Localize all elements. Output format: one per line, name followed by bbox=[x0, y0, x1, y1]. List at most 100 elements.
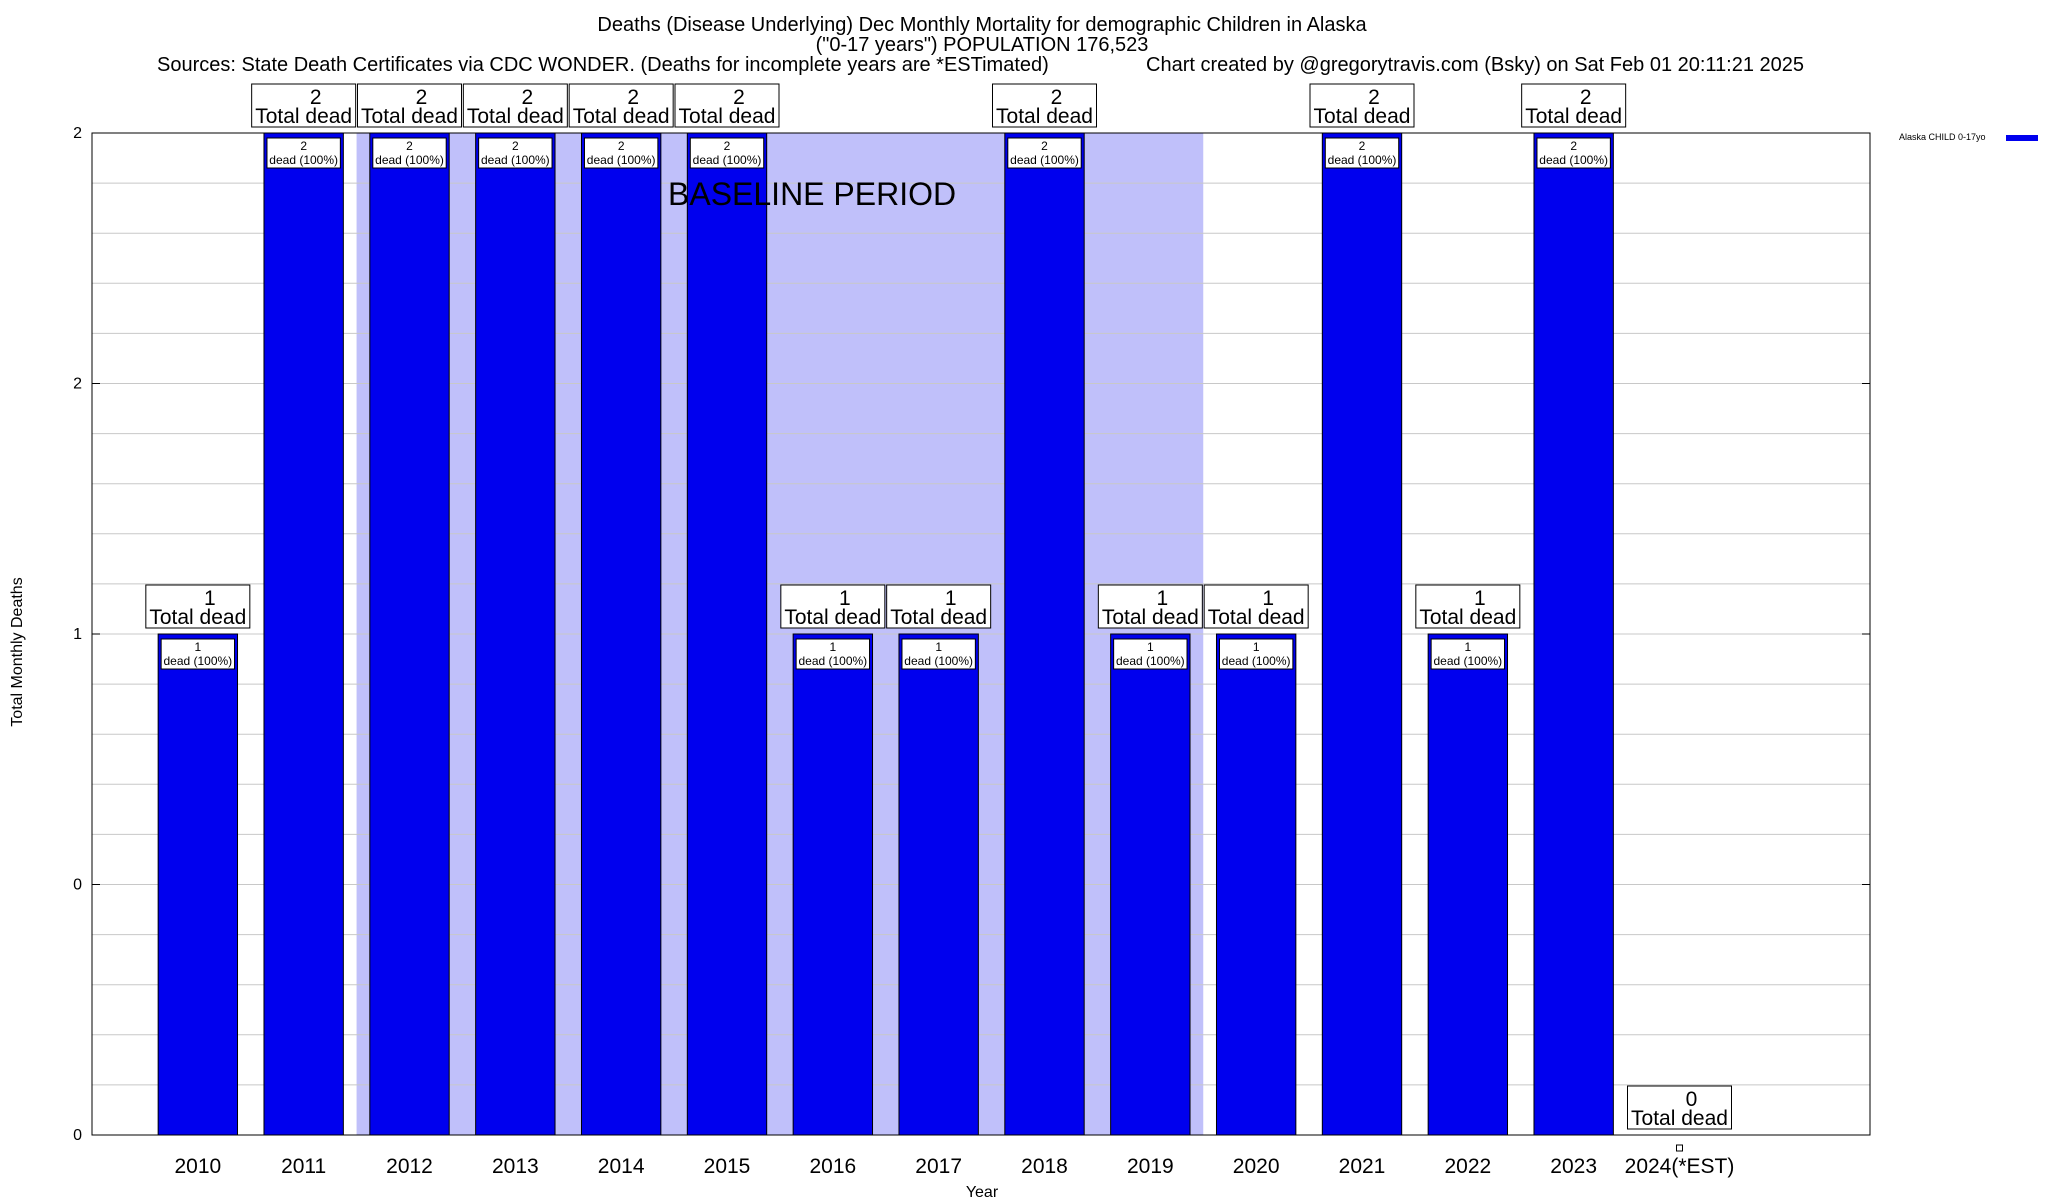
total-label-text: Total dead bbox=[679, 105, 776, 128]
bar-value-pct: dead (100%) bbox=[1116, 654, 1185, 668]
bar-value-count: 2 bbox=[1359, 139, 1366, 153]
bar-value-box bbox=[583, 137, 659, 169]
total-label-value: 2 bbox=[1580, 86, 1592, 109]
total-label-text: Total dead bbox=[784, 606, 881, 629]
bar-value-pct: dead (100%) bbox=[1539, 153, 1608, 167]
total-label-value: 2 bbox=[416, 86, 428, 109]
bar-value-pct: dead (100%) bbox=[904, 654, 973, 668]
total-label-box bbox=[568, 83, 674, 128]
x-tick-label: 2013 bbox=[492, 1155, 539, 1178]
bar-2020 bbox=[1215, 633, 1297, 1136]
bar-value-box bbox=[1430, 638, 1506, 670]
total-label-value: 2 bbox=[1368, 86, 1380, 109]
total-label-box bbox=[1627, 1085, 1732, 1130]
bar-value-count: 1 bbox=[194, 640, 201, 654]
bar-value-box bbox=[160, 638, 236, 670]
x-tick-label: 2015 bbox=[704, 1155, 751, 1178]
total-label-box bbox=[1203, 584, 1309, 629]
bar-value-box bbox=[266, 137, 341, 169]
bar-value-pct: dead (100%) bbox=[798, 654, 867, 668]
y-tick-label: 0 bbox=[73, 1127, 82, 1144]
bar-value-box bbox=[478, 137, 553, 169]
bar-value-box bbox=[901, 638, 976, 670]
total-label-value: 2 bbox=[733, 86, 745, 109]
total-label-box bbox=[674, 83, 780, 128]
legend-entry-label: Alaska CHILD 0-17yo bbox=[1899, 132, 1986, 142]
bar-2017 bbox=[898, 633, 979, 1136]
bar-value-pct: dead (100%) bbox=[587, 153, 656, 167]
total-label-box bbox=[1309, 83, 1415, 128]
total-label-text: Total dead bbox=[1314, 105, 1411, 128]
bar-value-box bbox=[1324, 137, 1400, 169]
y-axis-label: Total Monthly Deaths bbox=[9, 577, 26, 726]
bar-value-box bbox=[1113, 638, 1188, 670]
x-tick-label: 2024(*EST) bbox=[1625, 1155, 1735, 1178]
bar-2015 bbox=[686, 132, 768, 1136]
bar-2014 bbox=[580, 132, 662, 1136]
x-tick-label: 2018 bbox=[1021, 1155, 1068, 1178]
bar-value-pct: dead (100%) bbox=[1328, 153, 1397, 167]
bar-value-count: 2 bbox=[406, 139, 413, 153]
total-label-text: Total dead bbox=[255, 105, 352, 128]
total-label-box bbox=[1097, 584, 1203, 629]
bar-value-count: 2 bbox=[724, 139, 731, 153]
total-label-value: 2 bbox=[1051, 86, 1063, 109]
bar-value-box bbox=[372, 137, 447, 169]
total-label-box bbox=[886, 584, 992, 629]
bar-2011 bbox=[263, 132, 344, 1136]
y-tick-label: 2 bbox=[73, 125, 82, 142]
total-label-value: 1 bbox=[945, 587, 957, 610]
total-label-text: Total dead bbox=[149, 606, 246, 629]
x-tick-label: 2019 bbox=[1127, 1155, 1174, 1178]
bar-value-count: 2 bbox=[1570, 139, 1577, 153]
y-tick-label: 2 bbox=[73, 376, 82, 393]
total-label-text: Total dead bbox=[361, 105, 458, 128]
bar-value-count: 1 bbox=[829, 640, 836, 654]
baseline-period-label: BASELINE PERIOD bbox=[668, 176, 956, 212]
bar-2019 bbox=[1110, 633, 1191, 1136]
x-tick-label: 2020 bbox=[1233, 1155, 1280, 1178]
chart-sources: Sources: State Death Certificates via CD… bbox=[157, 54, 1049, 76]
total-label-box bbox=[992, 83, 1097, 128]
total-label-text: Total dead bbox=[1419, 606, 1516, 629]
total-label-value: 2 bbox=[310, 86, 322, 109]
chart-title-line-2: ("0-17 years") POPULATION 176,523 bbox=[816, 34, 1149, 56]
total-label-value: 1 bbox=[204, 587, 216, 610]
total-label-box bbox=[780, 584, 886, 629]
x-tick-label: 2023 bbox=[1550, 1155, 1597, 1178]
bar-2010 bbox=[157, 633, 239, 1136]
total-label-value: 1 bbox=[1156, 587, 1168, 610]
total-label-box bbox=[462, 83, 568, 128]
bar-2023 bbox=[1533, 132, 1614, 1136]
bar-value-pct: dead (100%) bbox=[375, 153, 444, 167]
bar-value-pct: dead (100%) bbox=[1222, 654, 1291, 668]
bar-2018 bbox=[1004, 132, 1085, 1136]
y-tick-label: 0 bbox=[73, 877, 82, 894]
bar-2021 bbox=[1321, 132, 1403, 1136]
bar-value-box bbox=[689, 137, 765, 169]
zero-marker bbox=[1676, 1144, 1683, 1152]
bar-value-count: 2 bbox=[1041, 139, 1048, 153]
total-label-box bbox=[1415, 584, 1521, 629]
total-label-value: 1 bbox=[1474, 587, 1486, 610]
total-label-text: Total dead bbox=[573, 105, 670, 128]
x-tick-label: 2011 bbox=[281, 1155, 326, 1178]
bar-value-pct: dead (100%) bbox=[481, 153, 550, 167]
bar-value-box bbox=[795, 638, 871, 670]
total-label-text: Total dead bbox=[1102, 606, 1199, 629]
total-label-box bbox=[1521, 83, 1627, 128]
total-label-value: 1 bbox=[839, 587, 851, 610]
total-label-value: 2 bbox=[627, 86, 639, 109]
total-label-text: Total dead bbox=[1208, 606, 1305, 629]
x-tick-label: 2021 bbox=[1339, 1155, 1386, 1178]
bar-value-count: 1 bbox=[935, 640, 942, 654]
x-tick-label: 2014 bbox=[598, 1155, 645, 1178]
total-label-box bbox=[145, 584, 251, 629]
bar-value-pct: dead (100%) bbox=[163, 654, 232, 668]
total-label-text: Total dead bbox=[890, 606, 987, 629]
bar-value-count: 2 bbox=[300, 139, 307, 153]
x-tick-label: 2010 bbox=[174, 1155, 221, 1178]
total-label-value: 1 bbox=[1262, 587, 1274, 610]
bar-value-count: 2 bbox=[512, 139, 519, 153]
